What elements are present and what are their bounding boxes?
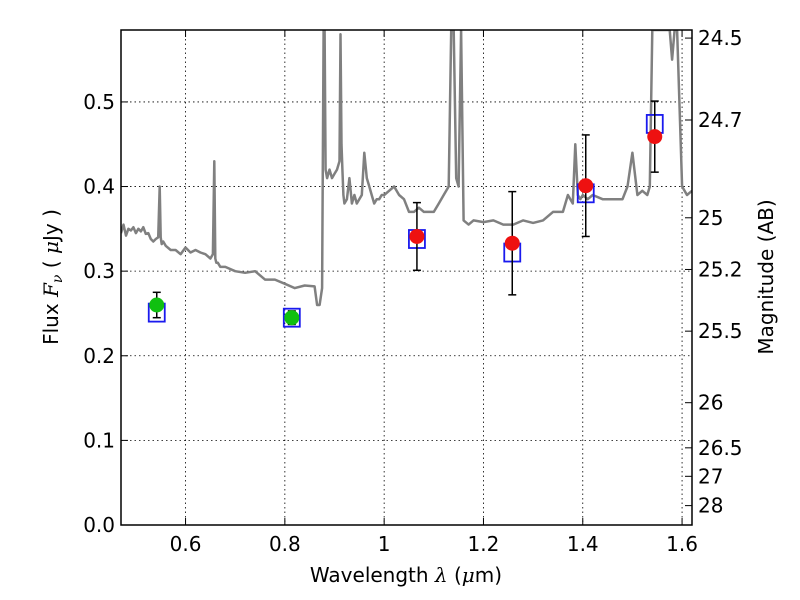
y2-tick-label: 26 (698, 391, 723, 415)
observed-point (409, 228, 425, 244)
y-axis-ticks: 0.0 0.1 0.2 0.3 0.4 0.5 (83, 90, 128, 537)
x-tick-label: 1 (378, 532, 391, 556)
y2-axis-ticks: 24.5 24.7 25 25.2 25.5 26 26.5 27 28 (685, 26, 743, 518)
x-tick-label: 1.4 (567, 532, 599, 556)
y2-tick-label: 24.5 (698, 26, 743, 50)
x-tick-label: 0.6 (170, 532, 202, 556)
observed-point (504, 235, 520, 251)
x-axis-label: Wavelength λ (μm) (310, 563, 502, 587)
y2-tick-label: 25 (698, 206, 723, 230)
y2-tick-label: 26.5 (698, 436, 743, 460)
model-photometry-square (282, 307, 301, 328)
y-axis-label: Flux Fν ( μJy ) (39, 209, 66, 345)
plot-frame (120, 29, 693, 526)
plot-background (121, 30, 692, 525)
y2-axis-label: Magnitude (AB) (754, 199, 778, 354)
y-tick-label: 0.5 (83, 90, 115, 114)
observed-point (647, 129, 663, 145)
y-tick-label: 0.3 (83, 259, 115, 283)
y2-tick-label: 25.2 (698, 257, 743, 281)
y2-tick-label: 25.5 (698, 319, 743, 343)
spectrum-layer (121, 30, 692, 307)
grid-lines (121, 30, 692, 525)
observed-point (149, 297, 165, 313)
observed-point (284, 310, 300, 326)
y-tick-label: 0.1 (83, 428, 115, 452)
points-layer (147, 100, 664, 328)
y2-tick-label: 27 (698, 464, 723, 488)
y-tick-label: 0.2 (83, 344, 115, 368)
x-axis-ticks: 0.6 0.8 1 1.2 1.4 1.6 (170, 30, 698, 556)
y-tick-label: 0.4 (83, 175, 115, 199)
model-spectrum-line (121, 30, 692, 307)
x-tick-label: 0.8 (269, 532, 301, 556)
y-tick-label: 0.0 (83, 513, 115, 537)
x-tick-label: 1.2 (468, 532, 500, 556)
x-tick-label: 1.6 (666, 532, 698, 556)
y2-tick-label: 24.7 (698, 108, 743, 132)
y2-tick-label: 28 (698, 494, 723, 518)
observed-point (578, 178, 594, 194)
